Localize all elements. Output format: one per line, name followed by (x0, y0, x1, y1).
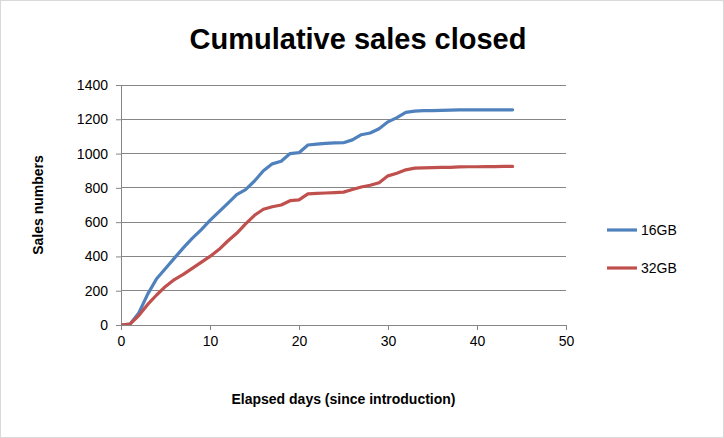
grid-line (121, 153, 566, 154)
x-tick-mark (388, 325, 389, 330)
x-tick-mark (210, 325, 211, 330)
legend-item: 32GB (607, 260, 677, 276)
grid-line (121, 256, 566, 257)
x-axis-title: Elapsed days (since introduction) (231, 391, 455, 407)
grid-line (121, 85, 566, 86)
legend-label: 32GB (641, 260, 677, 276)
y-tick-label: 600 (85, 214, 109, 230)
legend-swatch (607, 228, 637, 231)
y-tick: 1400 (77, 77, 121, 93)
series-line (121, 110, 513, 325)
x-tick: 40 (470, 325, 486, 349)
y-axis-line (121, 86, 122, 326)
y-tick: 400 (85, 248, 121, 264)
y-axis: 0 200 400 600 800 1000 1200 1400 (77, 77, 122, 333)
y-tick-mark (116, 222, 121, 223)
grid (121, 85, 566, 325)
y-tick-mark (116, 119, 121, 120)
y-tick: 200 (85, 283, 121, 299)
y-tick-mark (116, 85, 121, 86)
grid-line (121, 119, 566, 120)
x-tick: 20 (292, 325, 308, 349)
y-tick: 1000 (77, 146, 121, 162)
y-tick-mark (116, 154, 121, 155)
x-tick-label: 30 (381, 333, 397, 349)
y-tick: 600 (85, 214, 121, 230)
y-tick-label: 1400 (77, 77, 108, 93)
series-group (121, 110, 513, 325)
legend: 16GB 32GB (607, 222, 677, 276)
y-tick-label: 400 (85, 248, 109, 264)
x-tick-mark (566, 325, 567, 330)
y-tick-label: 800 (85, 180, 109, 196)
y-tick-mark (116, 325, 121, 326)
x-tick: 30 (381, 325, 397, 349)
x-tick-mark (477, 325, 478, 330)
y-tick-label: 1000 (77, 146, 108, 162)
x-tick: 10 (203, 325, 219, 349)
x-axis: 0 10 20 30 40 50 (118, 325, 575, 349)
chart: 0 10 20 30 40 50 0 200 400 600 800 1000 1200 1400 Cumu… (0, 0, 724, 438)
y-tick-label: 1200 (77, 111, 108, 127)
plot-area: 0 10 20 30 40 50 0 200 400 600 800 1000 1200 1400 (77, 77, 575, 349)
x-tick: 50 (559, 325, 575, 349)
grid-line (121, 325, 566, 326)
x-tick-mark (299, 325, 300, 330)
y-tick-mark (116, 188, 121, 189)
grid-line (121, 222, 566, 223)
y-axis-title: Sales numbers (30, 155, 46, 255)
title: Cumulative sales closed (190, 23, 527, 55)
y-tick-mark (116, 256, 121, 257)
y-tick: 1200 (77, 111, 121, 127)
y-tick: 800 (85, 180, 121, 196)
chart-border (1, 1, 724, 438)
x-tick-label: 10 (203, 333, 219, 349)
grid-line (121, 290, 566, 291)
legend-swatch (607, 266, 637, 269)
legend-label: 16GB (641, 222, 677, 238)
grid-line (121, 187, 566, 188)
y-tick: 0 (100, 317, 121, 333)
series-line (121, 166, 513, 325)
y-tick-label: 200 (85, 283, 109, 299)
x-tick-label: 40 (470, 333, 486, 349)
y-tick-label: 0 (100, 317, 108, 333)
x-tick-label: 20 (292, 333, 308, 349)
x-tick-label: 0 (118, 333, 126, 349)
x-tick: 0 (118, 325, 126, 349)
x-tick-mark (121, 325, 122, 330)
legend-item: 16GB (607, 222, 677, 238)
x-axis-line (122, 325, 567, 326)
x-tick-label: 50 (559, 333, 575, 349)
y-tick-mark (116, 291, 121, 292)
